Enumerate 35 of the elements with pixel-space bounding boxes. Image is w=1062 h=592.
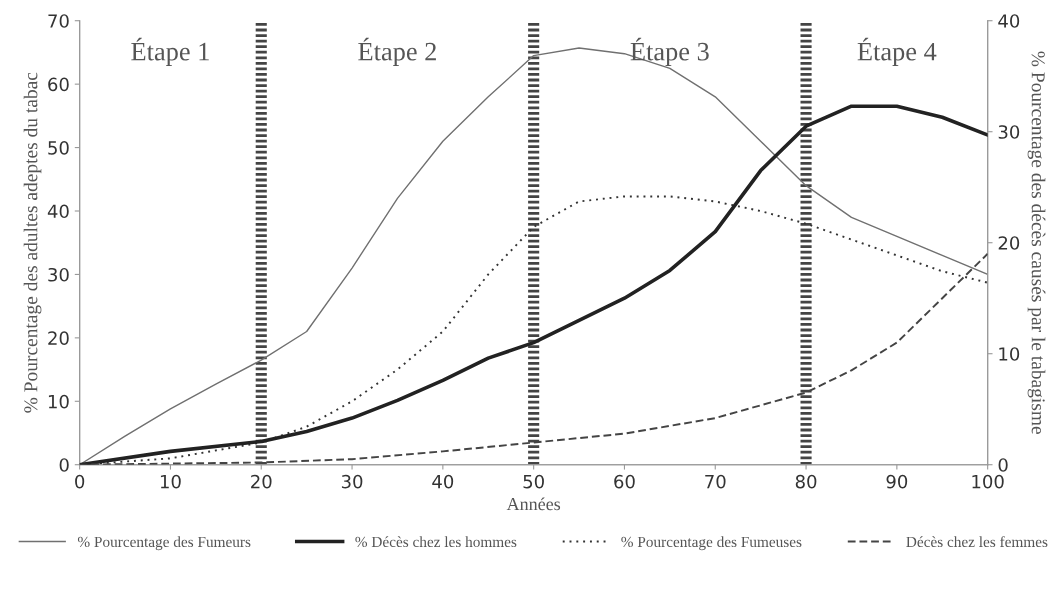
x-tick-label: 0 [75, 474, 85, 489]
y-axis-title: % Pourcentage des adultes adeptes du tabac [23, 72, 42, 413]
y-tick-label: 30 [48, 267, 69, 282]
y2-axis-title: % Pourcentage des décès causés par le tabagisme [1027, 51, 1046, 434]
y-tick-label: 70 [48, 14, 69, 28]
legend-label: % Pourcentage des Fumeurs [77, 536, 251, 551]
x-tick-label: 90 [886, 474, 908, 489]
x-axis-title: Années [506, 497, 561, 511]
x-tick-label: 70 [705, 474, 726, 489]
y2-tick-label: 40 [998, 14, 1020, 28]
y2-tick-label: 10 [999, 347, 1020, 361]
y-tick-label: 40 [47, 204, 69, 219]
y-tick-label: 60 [48, 77, 69, 92]
annotation: Étape 2 [358, 37, 436, 66]
x-tick-label: 10 [160, 474, 181, 489]
legend-label: % Décès chez les hommes [355, 536, 517, 548]
y2-tick-label: 20 [998, 236, 1020, 250]
y2-tick-label: 0 [998, 458, 1008, 472]
y-tick-label: 10 [48, 394, 69, 409]
y2-tick-label: 30 [998, 125, 1020, 139]
x-tick-label: 60 [614, 474, 635, 489]
y-tick-label: 20 [48, 331, 69, 345]
x-tick-label: 40 [432, 474, 454, 489]
x-tick-label: 80 [795, 474, 817, 489]
annotation: Étape 3 [630, 37, 709, 66]
y-tick-label: 0 [59, 458, 69, 472]
x-tick-label: 30 [341, 474, 363, 489]
annotation: Étape 1 [131, 37, 209, 66]
legend-label: Décès chez les femmes [906, 536, 1048, 548]
x-tick-label: 20 [251, 474, 272, 489]
y-tick-label: 50 [48, 141, 69, 155]
annotation: Étape 4 [857, 37, 937, 66]
legend-label: % Pourcentage des Fumeuses [621, 536, 802, 551]
x-tick-label: 100 [972, 474, 1004, 489]
x-tick-label: 50 [523, 474, 544, 489]
